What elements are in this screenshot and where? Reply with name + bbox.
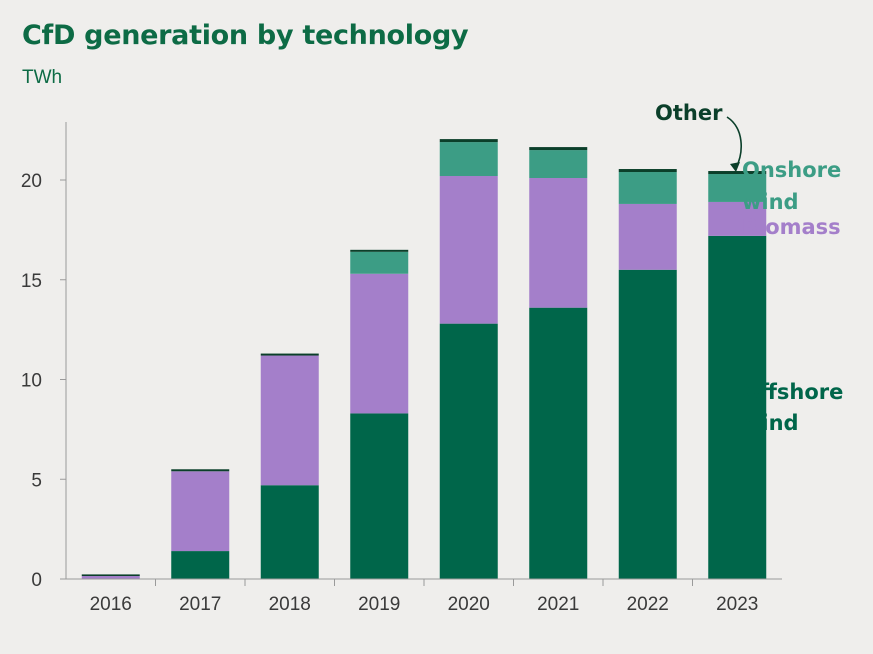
bar-offshore-2021 bbox=[529, 307, 588, 579]
x-tick-label-2016: 2016 bbox=[90, 594, 132, 615]
x-tick-label-2017: 2017 bbox=[179, 594, 221, 615]
bar-offshore-2019 bbox=[350, 413, 409, 579]
bar-other-2021 bbox=[529, 147, 588, 151]
legend-offshore-line2: wind bbox=[742, 411, 799, 435]
bar-biomass-2021 bbox=[529, 178, 588, 308]
bar-other-2016 bbox=[81, 574, 140, 577]
y-tick-label-20: 20 bbox=[21, 171, 42, 192]
x-tick-label-2018: 2018 bbox=[269, 594, 311, 615]
bar-offshore-2023 bbox=[708, 235, 767, 580]
bar-biomass-2017 bbox=[171, 471, 230, 552]
legend-onshore-line2: wind bbox=[742, 190, 799, 214]
bar-onshore-2020 bbox=[439, 142, 498, 177]
bar-biomass-2018 bbox=[260, 355, 319, 486]
legend-biomass: Biomass bbox=[742, 215, 841, 239]
bar-onshore-2022 bbox=[618, 172, 677, 204]
bar-other-2019 bbox=[350, 249, 409, 252]
x-tick-label-2020: 2020 bbox=[448, 594, 490, 615]
bar-other-2017 bbox=[171, 469, 230, 472]
legend-other-arrow bbox=[726, 116, 742, 169]
chart-title: CfD generation by technology bbox=[22, 20, 469, 51]
x-tick-label-2019: 2019 bbox=[358, 594, 400, 615]
bar-biomass-2022 bbox=[618, 203, 677, 270]
bars-group bbox=[81, 139, 767, 580]
bar-onshore-2023 bbox=[708, 174, 767, 202]
bar-offshore-2017 bbox=[171, 551, 230, 579]
bar-biomass-2023 bbox=[708, 201, 767, 236]
legend-onshore-line1: Onshore bbox=[742, 158, 841, 182]
y-tick-label-10: 10 bbox=[21, 371, 42, 392]
bar-onshore-2019 bbox=[350, 251, 409, 274]
axes-group: 2016 2017 2018 2019 2020 2021 2022 2023 0 5 10 15 20 bbox=[21, 122, 782, 615]
legend-group: Other Onshore wind Biomass Offshore wind bbox=[655, 101, 843, 435]
bar-offshore-2022 bbox=[618, 269, 677, 579]
x-tick-label-2022: 2022 bbox=[627, 594, 669, 615]
x-tick-label-2021: 2021 bbox=[537, 594, 579, 615]
bar-biomass-2016 bbox=[81, 576, 140, 579]
bar-other-2020 bbox=[439, 139, 498, 143]
x-tick-label-2023: 2023 bbox=[716, 594, 758, 615]
bar-offshore-2020 bbox=[439, 323, 498, 579]
bar-other-2022 bbox=[618, 169, 677, 173]
bar-offshore-2018 bbox=[260, 485, 319, 579]
y-axis-unit-label: TWh bbox=[22, 67, 63, 88]
y-tick-label-0: 0 bbox=[31, 570, 42, 591]
bar-other-2023 bbox=[708, 171, 767, 175]
bar-biomass-2019 bbox=[350, 273, 409, 414]
bar-onshore-2021 bbox=[529, 150, 588, 179]
bar-other-2018 bbox=[260, 353, 319, 356]
y-tick-label-15: 15 bbox=[21, 271, 42, 292]
y-tick-label-5: 5 bbox=[31, 470, 42, 491]
bar-biomass-2020 bbox=[439, 176, 498, 324]
legend-other-arrowhead bbox=[730, 162, 740, 172]
legend-offshore-line1: Offshore bbox=[742, 380, 843, 404]
legend-other: Other bbox=[655, 101, 723, 125]
